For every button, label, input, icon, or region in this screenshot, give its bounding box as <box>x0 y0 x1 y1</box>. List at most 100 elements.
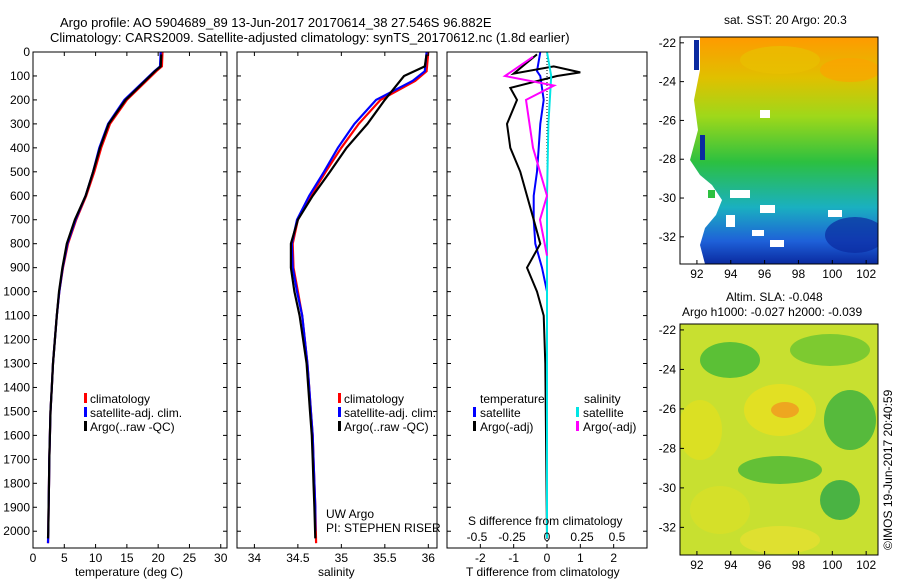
difference-series <box>502 51 581 548</box>
sst-y-tick-label: -22 <box>659 36 677 50</box>
legend-label-argo: Argo(..raw -QC) <box>90 420 175 434</box>
legend-swatch-sal-satellite <box>576 407 579 417</box>
legend-swatch-sal-argo <box>576 421 579 431</box>
temperature-y-tick-label: 400 <box>10 141 30 155</box>
temperature-x-tick-label: 15 <box>120 551 134 565</box>
temperature-y-tick-label: 1100 <box>4 309 30 323</box>
pi-annotation-line-2: PI: STEPHEN RISER <box>326 521 441 535</box>
legend-label-satellite-adj: satellite-adj. clim. <box>344 406 436 420</box>
temperature-y-tick-label: 900 <box>10 261 30 275</box>
sst-x-tick-label: 92 <box>690 267 704 281</box>
temperature-x-tick-label: 10 <box>89 551 103 565</box>
difference-legend: temperature salinity satellite Argo(-adj… <box>473 392 636 434</box>
legend-label-temp-argo: Argo(-adj) <box>480 420 533 434</box>
legend-swatch-argo <box>84 421 87 431</box>
sla-x-tick-label: 92 <box>690 558 704 572</box>
temperature-series <box>46 51 164 544</box>
temperature-y-tick-label: 2000 <box>3 524 30 538</box>
sla-x-tick-label: 102 <box>856 558 876 572</box>
temperature-y-tick-label: 600 <box>10 189 30 203</box>
sst-x-tick-label: 102 <box>856 267 876 281</box>
legend-label-climatology: climatology <box>344 392 404 406</box>
temperature-y-tick-label: 1700 <box>3 452 30 466</box>
difference-ticks: -2 -1 0 1 2 -0.5 -0.25 0 0.25 0.5 <box>447 51 647 565</box>
sla-map-frame <box>679 323 879 556</box>
temperature-y-tick-label: 1000 <box>3 285 30 299</box>
sst-land-mask <box>680 37 722 264</box>
legend-swatch-satellite-adj <box>84 407 87 417</box>
legend-label-argo: Argo(..raw -QC) <box>344 420 429 434</box>
temperature-x-label: temperature (deg C) <box>75 565 183 579</box>
sla-x-tick-label: 94 <box>724 558 738 572</box>
difference-x-tick-label: 0 <box>544 551 551 565</box>
header-line-1: Argo profile: AO 5904689_89 13-Jun-2017 … <box>60 15 492 30</box>
difference-x2-tick-label: -0.25 <box>498 530 526 544</box>
temperature-legend: climatology satellite-adj. clim. Argo(..… <box>84 392 182 434</box>
temperature-y-tick-label: 200 <box>10 93 30 107</box>
salinity-x-tick-label: 35 <box>335 551 349 565</box>
difference-x-tick-label: -1 <box>508 551 519 565</box>
header-line-2: Climatology: CARS2009. Satellite-adjuste… <box>50 30 570 45</box>
temperature-x-tick-label: 0 <box>30 551 37 565</box>
sst-y-tick-label: -26 <box>659 113 677 127</box>
legend-swatch-satellite-adj <box>338 407 341 417</box>
temperature-y-tick-label: 1300 <box>3 356 30 370</box>
sla-map-ticks: 92 94 96 98 100 102 -22 -24 -26 -28 -30 -32 <box>659 323 877 572</box>
salinity-ticks: 34 34.5 35 35.5 36 <box>237 51 437 565</box>
temperature-y-tick-label: 100 <box>10 69 30 83</box>
salinity-x-tick-label: 34.5 <box>286 551 310 565</box>
sla-map-title: Altim. SLA: -0.048 <box>726 290 823 304</box>
sla-x-tick-label: 100 <box>822 558 842 572</box>
sst-y-tick-label: -30 <box>659 191 677 205</box>
legend-title-temperature: temperature <box>480 392 545 406</box>
imos-credit: ©IMOS 19-Jun-2017 20:40:59 <box>881 389 895 550</box>
difference-line-salinity-satellite <box>546 51 553 539</box>
salinity-x-label: salinity <box>318 565 355 579</box>
sst-map-frame <box>679 36 879 265</box>
salinity-x-tick-label: 35.5 <box>373 551 397 565</box>
difference-x-label: T difference from climatology <box>466 565 620 579</box>
salinity-legend: climatology satellite-adj. clim. Argo(..… <box>338 392 436 434</box>
temperature-line-argo-raw-qc <box>46 54 163 539</box>
legend-swatch-climatology <box>84 393 87 403</box>
temperature-line-satellite-adj-clim <box>46 51 162 544</box>
temperature-y-tick-label: 1400 <box>3 380 30 394</box>
difference-x-tick-label: -2 <box>475 551 486 565</box>
sla-y-tick-label: -28 <box>659 441 677 455</box>
sst-y-tick-label: -32 <box>659 230 677 244</box>
temperature-x-tick-label: 30 <box>214 551 228 565</box>
legend-label-climatology: climatology <box>90 392 150 406</box>
legend-swatch-temp-satellite <box>473 407 476 417</box>
sst-x-tick-label: 100 <box>822 267 842 281</box>
temperature-y-tick-label: 800 <box>10 237 30 251</box>
temperature-x-tick-label: 20 <box>151 551 165 565</box>
temperature-y-tick-label: 1200 <box>3 333 30 347</box>
temperature-x-tick-label: 5 <box>61 551 68 565</box>
temperature-y-tick-label: 700 <box>10 213 30 227</box>
sst-field <box>680 37 878 264</box>
salinity-frame <box>236 51 438 549</box>
sla-y-tick-label: -22 <box>659 323 677 337</box>
sst-x-tick-label: 98 <box>792 267 806 281</box>
sla-map: Altim. SLA: -0.048 Argo h1000: -0.027 h2… <box>659 290 879 572</box>
difference-x2-tick-label: 0.25 <box>570 530 594 544</box>
temperature-frame <box>32 51 228 549</box>
sla-field <box>680 324 878 555</box>
temperature-y-tick-label: 0 <box>23 45 30 59</box>
temperature-y-tick-label: 300 <box>10 117 30 131</box>
temperature-y-ticks: 0100200300400500600700800900100011001200… <box>3 45 227 565</box>
sla-y-tick-label: -26 <box>659 402 677 416</box>
salinity-x-tick-label: 36 <box>422 551 436 565</box>
difference-x2-tick-label: 0.5 <box>609 530 626 544</box>
temperature-y-tick-label: 1800 <box>3 476 30 490</box>
sst-x-tick-label: 94 <box>724 267 738 281</box>
legend-title-salinity: salinity <box>584 392 621 406</box>
temperature-y-tick-label: 1500 <box>3 404 30 418</box>
temperature-y-tick-label: 500 <box>10 165 30 179</box>
salinity-series <box>289 51 430 544</box>
sla-y-tick-label: -24 <box>659 362 677 376</box>
difference-x2-tick-label: -0.5 <box>467 530 488 544</box>
temperature-line-climatology <box>46 51 164 544</box>
sla-y-tick-label: -32 <box>659 520 677 534</box>
